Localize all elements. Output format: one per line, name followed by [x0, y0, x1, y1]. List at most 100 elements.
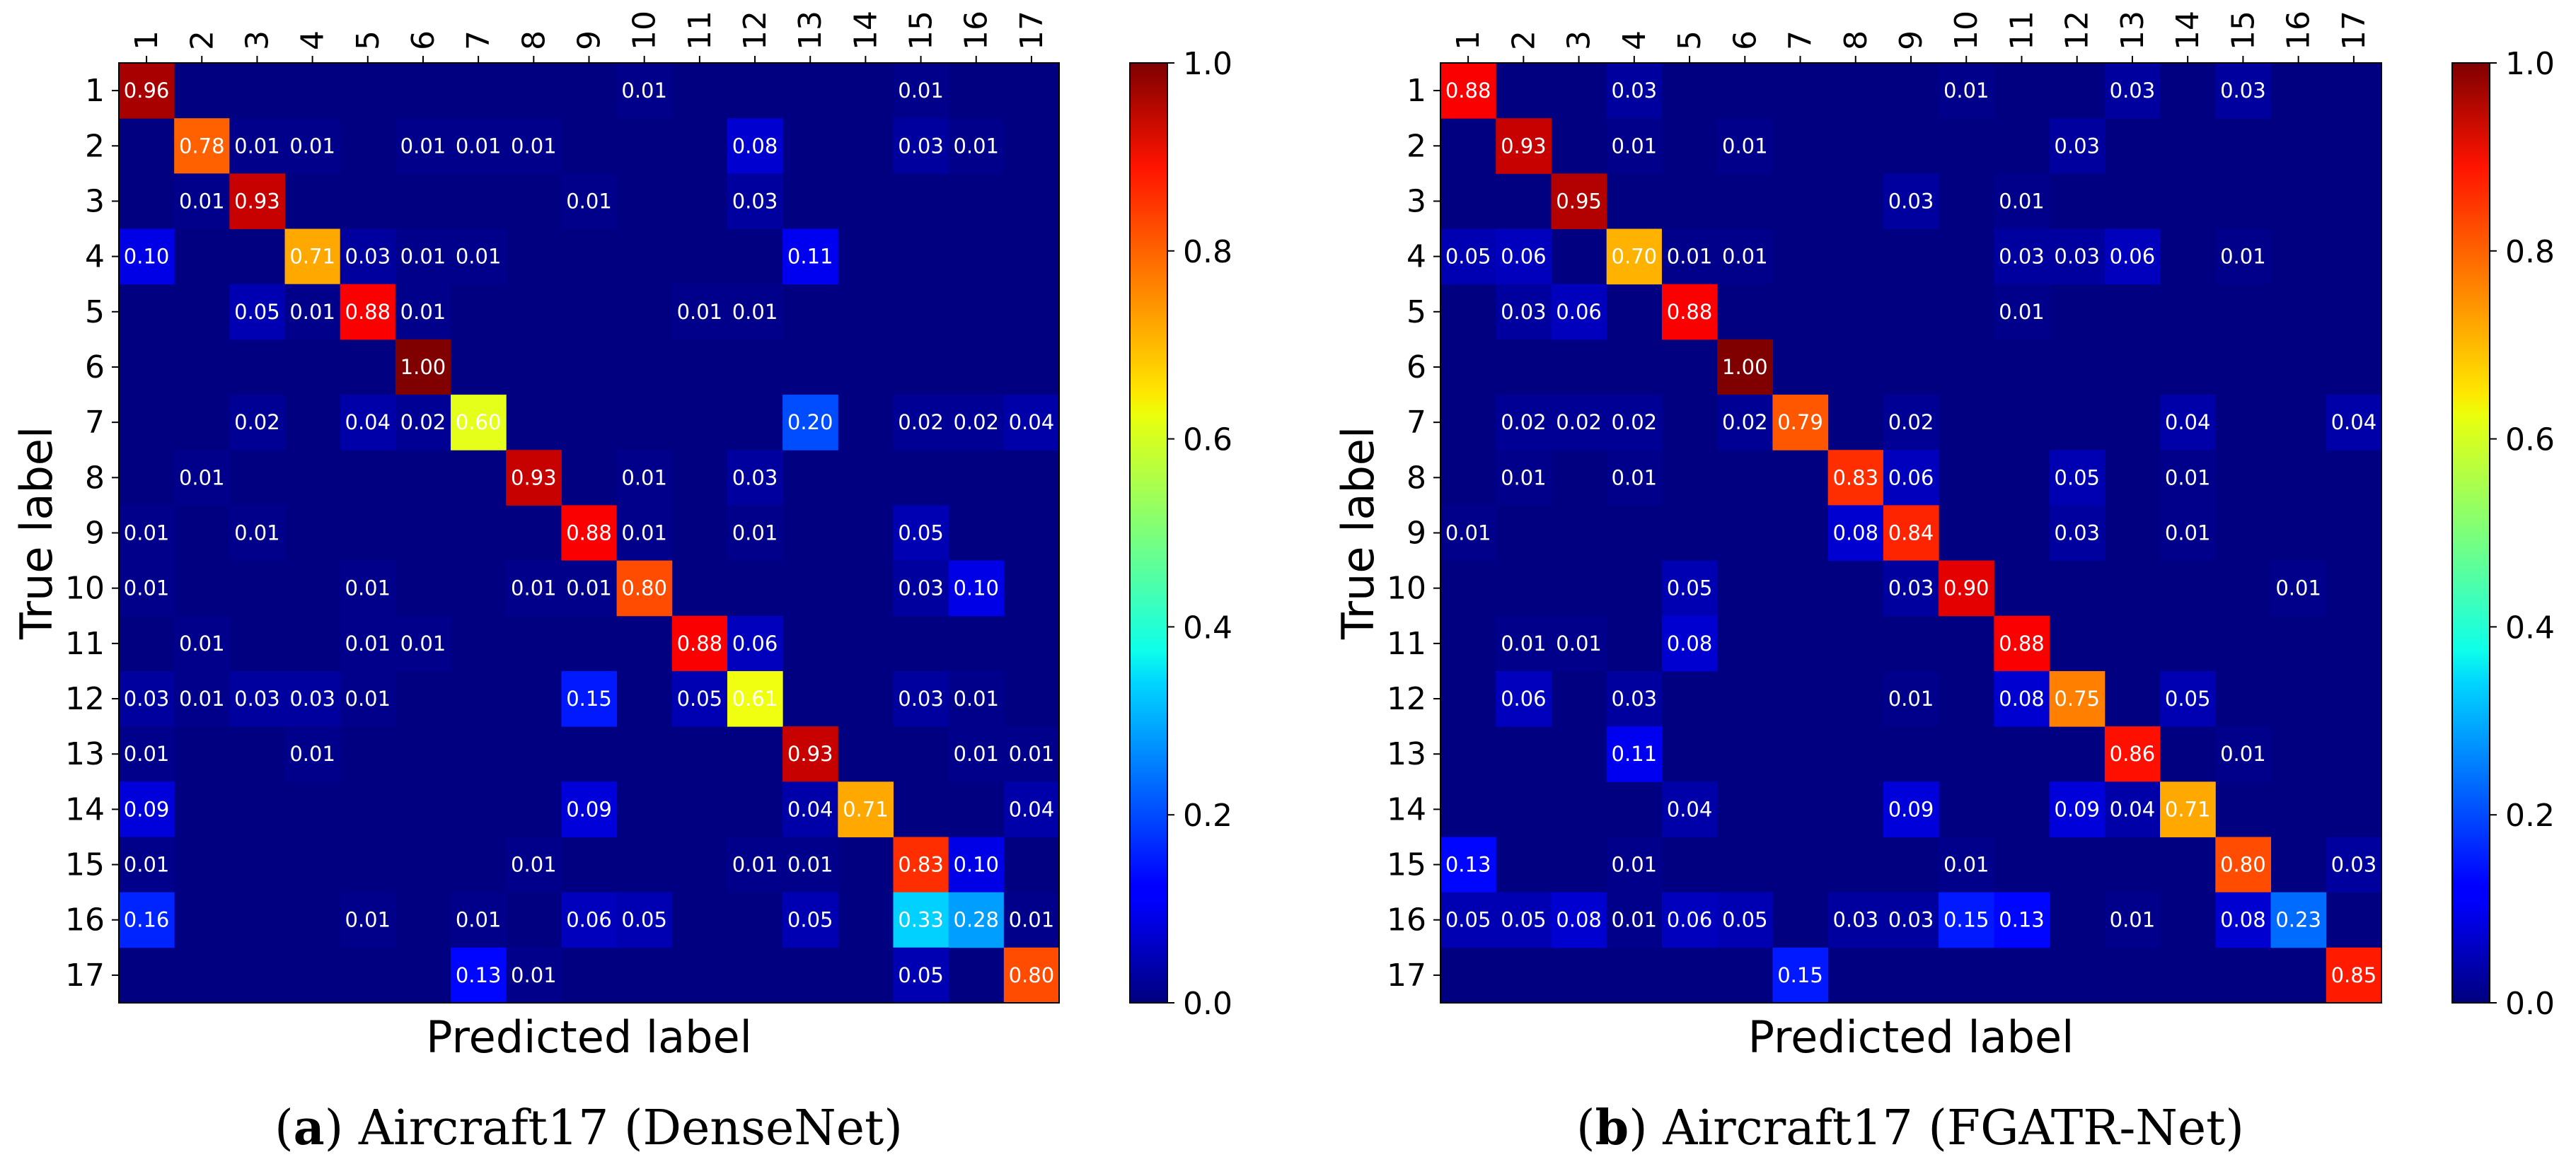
cell-value-label: 0.01	[124, 576, 170, 600]
cell-value-label: 0.93	[1501, 134, 1547, 158]
cell-value-label: 0.33	[898, 908, 944, 932]
heatmap-cell	[727, 118, 783, 174]
cell-value-label: 0.80	[1009, 963, 1055, 987]
heatmap-cell	[727, 450, 783, 506]
x-tick-label: 14	[848, 11, 884, 50]
x-tick-label: 7	[1783, 30, 1819, 50]
x-tick-label: 12	[2060, 11, 2096, 50]
heatmap-cell	[229, 118, 286, 174]
heatmap-cell	[1496, 670, 1552, 727]
x-tick-label: 3	[1561, 30, 1598, 50]
cell-value-label: 0.05	[677, 687, 723, 711]
cell-value-label: 0.01	[1999, 300, 2045, 324]
heatmap-cell	[1606, 395, 1663, 450]
heatmap-cell	[174, 615, 230, 672]
cell-value-label: 0.15	[566, 687, 612, 711]
heatmap-cell	[1003, 781, 1060, 837]
cell-value-label: 0.04	[787, 797, 833, 821]
cell-value-label: 0.04	[1009, 410, 1055, 434]
heatmap-cell	[561, 670, 618, 727]
cell-value-label: 0.88	[1667, 300, 1713, 324]
cell-value-label: 0.88	[566, 521, 612, 545]
heatmap-cell	[893, 63, 949, 119]
cell-value-label: 0.03	[898, 134, 944, 158]
heatmap-cell	[948, 726, 1005, 782]
heatmap-cell	[174, 670, 230, 727]
cell-value-label: 0.80	[2220, 853, 2266, 877]
heatmap-cell	[948, 892, 1005, 948]
cell-value-label: 0.28	[953, 908, 999, 932]
colorbar-tick-label: 0.4	[2505, 610, 2555, 646]
heatmap-cell	[2160, 670, 2216, 727]
heatmap-cell	[2270, 892, 2327, 948]
heatmap-cell	[616, 560, 673, 617]
cell-value-label: 0.01	[1501, 632, 1547, 656]
y-tick-label: 17	[65, 958, 105, 994]
heatmap-cell	[893, 505, 949, 562]
heatmap-cell	[1994, 173, 2050, 230]
cell-value-label: 0.02	[1556, 410, 1602, 434]
x-tick-label: 9	[572, 30, 608, 50]
figure-caption: (a) Aircraft17 (DenseNet)	[275, 1100, 903, 1156]
cell-value-label: 0.03	[1888, 908, 1934, 932]
heatmap-cell	[1772, 395, 1829, 450]
heatmap-cell	[284, 726, 341, 782]
cell-value-label: 0.01	[234, 521, 280, 545]
cell-value-label: 0.01	[179, 687, 225, 711]
x-axis-label: Predicted label	[426, 1011, 752, 1063]
y-tick-label: 2	[85, 128, 105, 164]
heatmap-cell	[1883, 892, 1939, 948]
cell-value-label: 0.01	[1612, 908, 1658, 932]
heatmap-cell	[2104, 781, 2161, 837]
heatmap-cell	[2215, 892, 2272, 948]
heatmap-cell	[727, 284, 783, 340]
heatmap-cell	[451, 892, 507, 948]
cell-value-label: 0.01	[732, 300, 778, 324]
x-tick-label: 8	[1838, 30, 1874, 50]
heatmap-cell	[395, 615, 451, 672]
heatmap-cell	[782, 837, 838, 893]
cell-value-label: 0.03	[234, 687, 280, 711]
heatmap-cell	[1003, 726, 1060, 782]
x-tick-label: 8	[516, 30, 552, 50]
cell-value-label: 0.01	[2110, 908, 2156, 932]
cell-value-label: 0.05	[787, 908, 833, 932]
heatmap-cell	[119, 560, 175, 617]
cell-value-label: 0.01	[1445, 521, 1491, 545]
cell-value-label: 0.01	[511, 134, 557, 158]
cell-value-label: 0.05	[1445, 908, 1491, 932]
cell-value-label: 0.15	[1777, 963, 1823, 987]
cell-value-label: 0.88	[1445, 78, 1491, 103]
confusion-matrix-densenet-panel: 0.96 0.01 0.010.78 0.01 0.01 0.01 0.01 0.01 0.08…	[11, 11, 1232, 1156]
y-tick-label: 2	[1407, 128, 1426, 164]
cell-value-label: 0.01	[953, 134, 999, 158]
heatmap-cell	[1994, 670, 2050, 727]
cell-value-label: 0.08	[2220, 908, 2266, 932]
heatmap-cell	[1717, 395, 1773, 450]
heatmap-cell	[2215, 228, 2272, 285]
heatmap-cell	[2049, 505, 2106, 562]
heatmap-cell	[2049, 781, 2106, 837]
cell-value-label: 0.01	[1722, 134, 1768, 158]
cell-value-label: 0.01	[1556, 632, 1602, 656]
y-tick-label: 10	[65, 571, 105, 607]
heatmap-cell	[1551, 892, 1607, 948]
cell-value-label: 0.05	[1722, 908, 1768, 932]
x-tick-label: 4	[1617, 30, 1653, 50]
cell-value-label: 0.05	[2165, 687, 2211, 711]
x-tick-label: 1	[129, 30, 165, 50]
cell-value-label: 0.04	[2110, 797, 2156, 821]
heatmap-cell	[1883, 395, 1939, 450]
heatmap-cell	[948, 670, 1005, 727]
heatmap-cell	[2270, 560, 2327, 617]
heatmap-cell	[2160, 395, 2216, 450]
heatmap-cell	[1440, 63, 1496, 119]
cell-value-label: 0.02	[1612, 410, 1658, 434]
cell-value-label: 0.01	[2220, 245, 2266, 269]
heatmap-cell	[119, 505, 175, 562]
x-tick-label: 10	[1948, 11, 1985, 50]
cell-value-label: 0.01	[1612, 853, 1658, 877]
x-tick-label: 3	[239, 30, 275, 50]
cell-value-label: 0.05	[898, 963, 944, 987]
